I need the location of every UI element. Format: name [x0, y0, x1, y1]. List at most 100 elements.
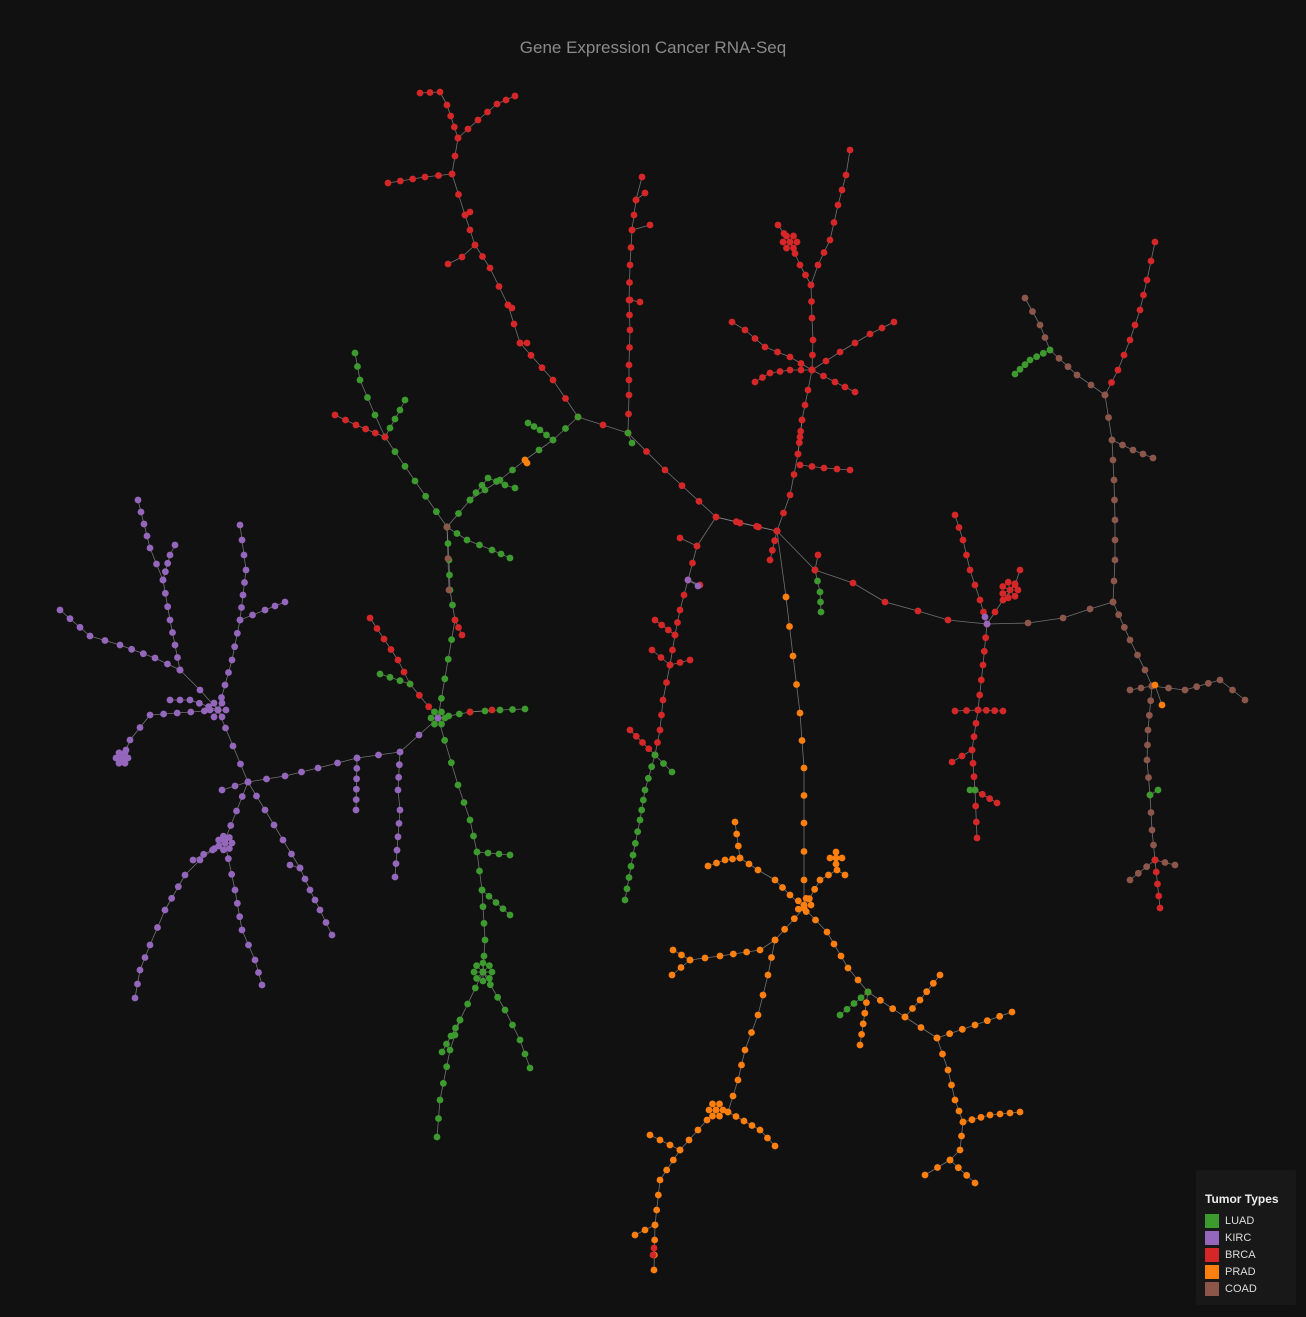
node-luad: [391, 448, 399, 456]
node-luad: [625, 874, 633, 881]
edge: [867, 991, 906, 1018]
node-brca: [759, 374, 766, 381]
node-brca: [693, 542, 701, 550]
edge: [635, 176, 643, 201]
node-brca: [786, 238, 794, 246]
node-coad: [1137, 684, 1145, 692]
node-luad: [516, 1036, 524, 1044]
node-brca: [466, 208, 474, 216]
node-kirc: [134, 496, 142, 504]
node-prad: [929, 979, 937, 987]
edge: [654, 1179, 661, 1226]
legend-item-brca[interactable]: BRCA: [1205, 1248, 1256, 1262]
node-brca: [809, 351, 816, 359]
legend-title: Tumor Types: [1205, 1192, 1279, 1206]
node-luad: [460, 799, 468, 806]
node-luad: [438, 695, 445, 702]
legend-item-coad[interactable]: COAD: [1205, 1282, 1257, 1296]
node-prad: [646, 1131, 654, 1139]
node-prad: [889, 1005, 897, 1013]
node-kirc: [394, 833, 402, 841]
legend-label-coad: COAD: [1225, 1283, 1257, 1295]
node-brca: [1004, 578, 1012, 586]
node-prad: [800, 904, 808, 912]
node-brca: [796, 433, 804, 441]
node-luad: [463, 536, 471, 544]
node-brca: [751, 378, 759, 386]
node-coad: [1241, 696, 1249, 704]
node-luad: [638, 806, 646, 814]
edge: [659, 1149, 681, 1181]
node-brca: [458, 631, 466, 639]
node-coad: [1144, 741, 1151, 749]
node-luad: [634, 828, 642, 836]
node-brca: [999, 583, 1007, 590]
node-prad: [946, 1156, 954, 1164]
node-brca: [455, 624, 462, 631]
node-kirc: [164, 559, 172, 567]
node-brca: [1011, 580, 1019, 588]
node-brca: [963, 551, 970, 559]
node-brca: [1152, 868, 1160, 876]
node-brca: [808, 463, 816, 470]
node-brca: [625, 410, 632, 418]
node-kirc: [225, 845, 233, 852]
legend-item-kirc[interactable]: KIRC: [1205, 1231, 1251, 1245]
node-coad: [1115, 611, 1123, 619]
node-kirc: [286, 861, 294, 869]
node-prad: [731, 818, 739, 826]
node-prad: [800, 848, 808, 855]
node-kirc: [237, 760, 244, 768]
node-brca: [663, 679, 670, 686]
node-brca: [833, 465, 841, 473]
node-prad: [764, 971, 772, 979]
node-prad: [771, 876, 779, 884]
node-prad: [759, 991, 767, 999]
node-kirc: [151, 654, 159, 662]
edge: [936, 1024, 976, 1039]
node-brca: [425, 703, 433, 711]
node-kirc: [118, 754, 126, 762]
node-coad: [445, 586, 453, 594]
node-luad: [371, 411, 379, 419]
edge: [974, 1011, 1013, 1026]
node-kirc: [220, 846, 227, 854]
node-luad: [621, 896, 629, 904]
node-brca: [1108, 379, 1115, 386]
node-coad: [1143, 863, 1151, 871]
node-brca: [384, 179, 392, 187]
node-brca: [1131, 321, 1139, 329]
edge: [387, 176, 426, 184]
node-coad: [1204, 679, 1212, 687]
node-prad: [786, 623, 793, 630]
node-prad: [917, 1024, 925, 1031]
node-kirc: [394, 786, 402, 794]
node-brca: [527, 351, 535, 359]
legend-swatch-coad: [1205, 1282, 1219, 1296]
node-luad: [447, 759, 455, 767]
node-prad: [669, 1156, 677, 1164]
node-brca: [493, 100, 501, 108]
node-brca: [643, 448, 650, 455]
node-brca: [342, 416, 349, 424]
node-luad: [447, 1032, 455, 1040]
node-luad: [543, 431, 550, 439]
node-brca: [1136, 306, 1144, 314]
edge: [1027, 617, 1064, 624]
legend-item-prad[interactable]: PRAD: [1205, 1265, 1256, 1279]
node-luad: [438, 1048, 446, 1056]
edge: [184, 859, 201, 876]
edge: [519, 342, 554, 381]
node-prad: [748, 1029, 755, 1036]
node-luad: [521, 705, 529, 713]
node-kirc: [171, 641, 179, 649]
node-kirc: [136, 724, 144, 731]
node-brca: [366, 614, 374, 622]
node-luad: [476, 541, 483, 549]
node-brca: [820, 464, 828, 472]
node-kirc: [271, 602, 279, 610]
edge: [469, 477, 489, 501]
node-prad: [901, 1013, 909, 1021]
node-kirc: [279, 836, 287, 844]
legend-item-luad[interactable]: LUAD: [1205, 1214, 1254, 1228]
